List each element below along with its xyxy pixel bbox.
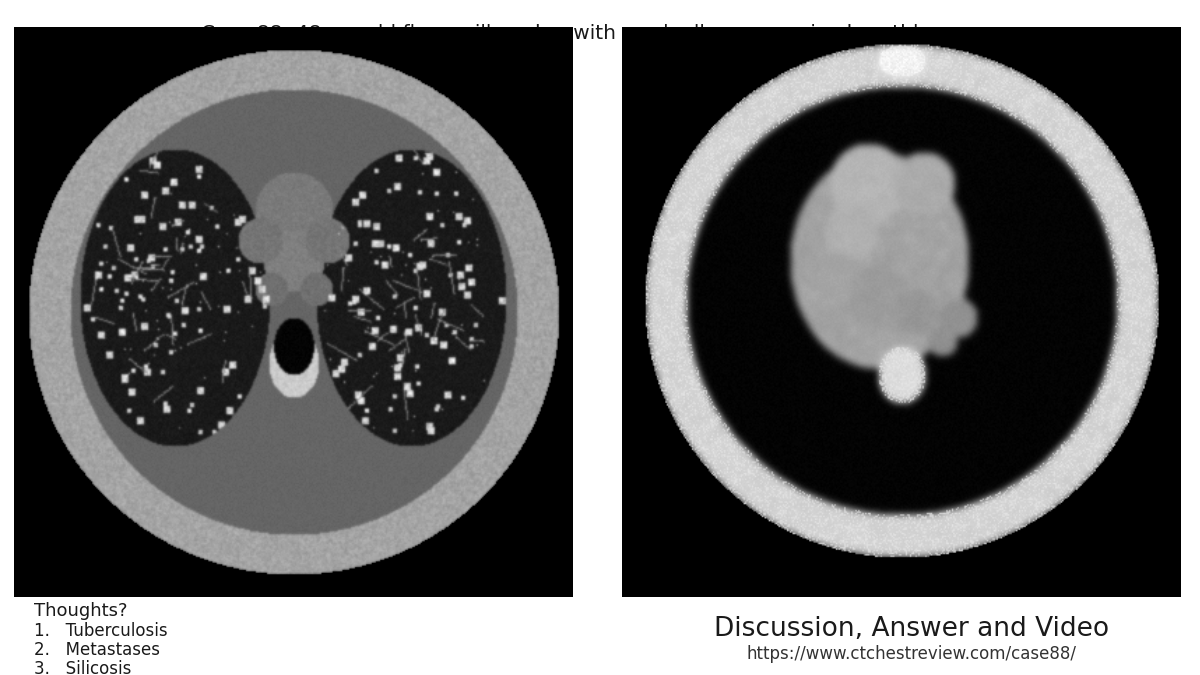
Text: 2.   Metastases: 2. Metastases: [34, 641, 160, 659]
Text: Case 88: 48-yrs old flour mill worker with gradually progressive breathlessness: Case 88: 48-yrs old flour mill worker wi…: [202, 24, 998, 43]
Text: Thoughts?: Thoughts?: [34, 602, 127, 620]
Text: https://www.ctchestreview.com/case88/: https://www.ctchestreview.com/case88/: [746, 645, 1078, 663]
Text: 3.   Silicosis: 3. Silicosis: [34, 660, 131, 675]
Text: Discussion, Answer and Video: Discussion, Answer and Video: [714, 616, 1110, 642]
Text: 1.   Tuberculosis: 1. Tuberculosis: [34, 622, 167, 641]
